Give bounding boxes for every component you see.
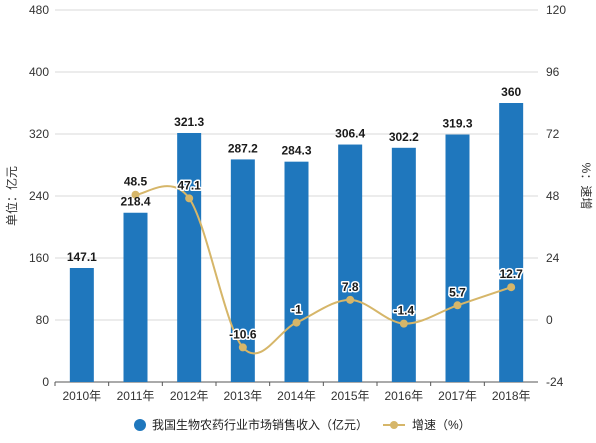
right-tick-label: 120	[546, 3, 566, 17]
bar	[499, 103, 524, 382]
left-tick-label: 400	[29, 65, 49, 79]
line-value-label: 7.8	[342, 280, 359, 294]
bar	[123, 212, 148, 382]
legend: 我国生物农药行业市场销售收入（亿元） 增速（%）	[134, 417, 471, 432]
line-point	[346, 295, 355, 304]
line-point	[507, 283, 516, 292]
left-axis-ticks: 0 80 160 240 320 400 480	[29, 3, 49, 389]
x-tick-label: 2016年	[384, 389, 423, 403]
right-tick-label: 72	[546, 127, 560, 141]
bar-series	[69, 103, 524, 382]
right-tick-label: 24	[546, 251, 560, 265]
bar-value-label: 319.3	[442, 117, 472, 131]
line-value-label: 12.7	[499, 267, 523, 281]
line-point	[185, 194, 194, 203]
left-tick-label: 160	[29, 251, 49, 265]
legend-line-label: 增速（%）	[412, 418, 471, 432]
bar-value-label: 306.4	[335, 127, 365, 141]
line-point	[453, 301, 462, 310]
bar	[391, 147, 416, 382]
bar	[69, 267, 94, 382]
x-tick-label: 2015年	[331, 389, 370, 403]
x-tick-label: 2014年	[277, 389, 316, 403]
line-point	[131, 190, 140, 199]
right-tick-label: 0	[546, 313, 553, 327]
bar	[445, 134, 470, 382]
line-value-label: 47.1	[177, 178, 201, 192]
line-value-label: 5.7	[449, 285, 466, 299]
line-point	[238, 343, 247, 352]
left-axis-title: 单位：亿元	[4, 166, 19, 226]
legend-line-marker-icon	[383, 421, 405, 429]
x-tick-label: 2011年	[117, 389, 155, 403]
bar-value-label: 302.2	[389, 130, 419, 144]
bar-labels: 147.1 218.4 321.3 287.2 284.3 306.4 302.2 319.3…	[67, 85, 522, 264]
line-value-label: -1.4	[393, 304, 414, 318]
bar	[177, 132, 202, 382]
right-axis-ticks: -24 0 24 48 72 96 120	[546, 3, 566, 389]
bar	[338, 144, 363, 382]
bar-value-label: 287.2	[228, 141, 258, 155]
left-tick-label: 320	[29, 127, 49, 141]
line-series	[131, 185, 516, 355]
legend-bar-marker-icon	[134, 419, 146, 431]
line-value-label: -1	[291, 303, 302, 317]
line-point	[399, 319, 408, 328]
x-axis-ticks: 2010年 2011年 2012年 2013年 2014年 2015年 2016年 2017年…	[54, 382, 531, 403]
right-tick-label: 96	[546, 65, 560, 79]
bar-value-label: 360	[501, 85, 521, 99]
bar-value-label: 284.3	[281, 144, 311, 158]
left-tick-label: 80	[36, 313, 50, 327]
line-value-label: 48.5	[124, 175, 148, 189]
bar-value-label: 218.4	[120, 195, 150, 209]
right-tick-label: -24	[546, 375, 564, 389]
line-value-label: -10.6	[229, 327, 257, 341]
x-tick-label: 2017年	[438, 389, 477, 403]
x-tick-label: 2010年	[62, 389, 101, 403]
bar-value-label: 321.3	[174, 115, 204, 129]
bar-value-label: 147.1	[67, 250, 97, 264]
x-tick-label: 2013年	[223, 389, 262, 403]
right-axis-title: %：速增	[579, 163, 593, 210]
left-tick-label: 480	[29, 3, 49, 17]
bar	[284, 161, 309, 382]
line-labels: 48.5 47.1 -10.6 -1 7.8 -1.4 5.7 12.7	[122, 173, 524, 343]
x-tick-label: 2018年	[492, 389, 531, 403]
line-point	[292, 318, 301, 327]
left-tick-label: 0	[42, 375, 49, 389]
legend-bar-label: 我国生物农药行业市场销售收入（亿元）	[152, 417, 368, 432]
right-tick-label: 48	[546, 189, 560, 203]
left-tick-label: 240	[29, 189, 49, 203]
x-tick-label: 2012年	[170, 389, 209, 403]
